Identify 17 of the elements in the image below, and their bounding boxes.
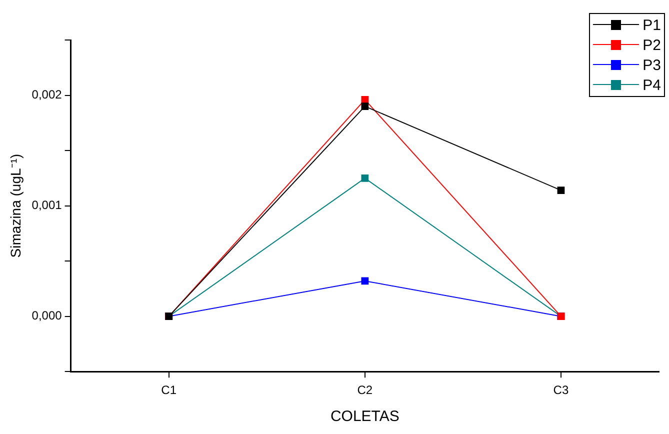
point: [361, 96, 369, 104]
legend-label: P4: [642, 76, 661, 94]
x-tick-label: C2: [357, 383, 373, 398]
x-axis-title: COLETAS: [330, 408, 400, 426]
point: [361, 277, 369, 285]
legend-label: P1: [642, 16, 661, 34]
point: [557, 186, 565, 194]
y-tick-label: 0,002: [32, 88, 62, 102]
y-axis-title: Simazina (ugL⁻¹): [7, 154, 24, 258]
x-tick-label: C3: [553, 383, 569, 398]
y-tick-label: 0,001: [32, 198, 62, 212]
legend-label: P2: [642, 36, 661, 54]
y-tick-label: 0,000: [32, 308, 62, 323]
legend-label: P3: [642, 56, 661, 74]
point: [361, 174, 369, 182]
x-tick-label: C1: [161, 383, 177, 398]
point: [361, 102, 369, 110]
